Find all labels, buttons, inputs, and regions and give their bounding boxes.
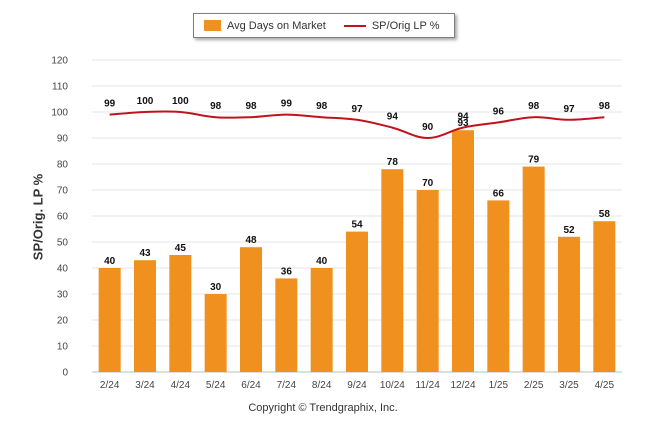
bar-value-label: 54 (351, 220, 363, 231)
bar[interactable] (98, 268, 121, 372)
x-tick-label: 10/24 (380, 380, 405, 391)
x-tick-label: 11/24 (416, 380, 441, 391)
legend-item-bars[interactable]: Avg Days on Market (204, 20, 326, 32)
x-tick-label: 5/24 (206, 380, 226, 391)
bar[interactable] (558, 236, 580, 372)
x-tick-label: 4/25 (595, 380, 615, 391)
chart-legend: Avg Days on Market SP/Orig LP % (193, 13, 455, 38)
bar-value-label: 78 (387, 157, 399, 168)
bar-data-labels: 40 43 45 30 48 36 40 54 78 70 93 66 79 52 58 (104, 118, 610, 293)
bar[interactable] (346, 231, 368, 372)
y-tick-label: 30 (57, 290, 69, 301)
line-series (109, 110, 605, 140)
x-tick-label: 2/24 (100, 380, 120, 391)
line-path[interactable] (109, 110, 605, 140)
bar-value-label: 40 (316, 256, 328, 267)
line-value-label: 90 (422, 122, 434, 133)
y-axis-ticks: 0 10 20 30 40 50 60 70 80 90 100 110 120 (51, 56, 68, 379)
bar[interactable] (381, 169, 404, 372)
line-value-label: 94 (387, 112, 399, 123)
y-tick-label: 120 (51, 56, 68, 67)
bar[interactable] (487, 200, 510, 372)
bar-series (98, 130, 616, 372)
line-value-label: 99 (281, 99, 293, 110)
bar[interactable] (416, 190, 439, 372)
x-tick-label: 6/24 (241, 380, 261, 391)
bar-value-label: 45 (175, 243, 187, 254)
y-tick-label: 50 (57, 238, 69, 249)
legend-line-swatch (343, 24, 366, 27)
bar-value-label: 43 (139, 248, 151, 259)
x-tick-label: 3/24 (135, 380, 155, 391)
line-value-label: 98 (245, 101, 257, 112)
legend-item-line[interactable]: SP/Orig LP % (343, 19, 440, 32)
legend-bar-label: Avg Days on Market (227, 19, 326, 32)
line-value-label: 99 (104, 99, 116, 110)
y-tick-label: 40 (57, 264, 69, 275)
bar[interactable] (310, 268, 333, 372)
line-value-label: 98 (210, 101, 222, 112)
line-data-labels: 99 100 100 98 98 99 98 97 94 90 94 96 98 97 98 (104, 96, 610, 133)
bar-value-label: 66 (493, 188, 505, 199)
bar-value-label: 48 (245, 235, 257, 246)
bar[interactable] (593, 221, 616, 372)
x-tick-label: 3/25 (559, 380, 579, 391)
copyright-text: Copyright © Trendgraphix, Inc. (248, 402, 398, 414)
bar[interactable] (452, 130, 474, 372)
bar-value-label: 30 (210, 282, 222, 293)
line-value-label: 97 (351, 104, 363, 115)
bar-value-label: 79 (528, 155, 540, 166)
line-value-label: 96 (493, 106, 505, 117)
y-tick-label: 20 (57, 316, 69, 327)
bar-value-label: 70 (422, 178, 434, 189)
bar-value-label: 93 (457, 118, 469, 129)
y-tick-label: 100 (51, 108, 68, 119)
x-tick-label: 1/25 (489, 380, 509, 391)
x-tick-label: 4/24 (171, 380, 191, 391)
bar[interactable] (134, 260, 156, 372)
x-tick-label: 7/24 (277, 380, 297, 391)
bar-value-label: 40 (104, 256, 116, 267)
bar-value-label: 58 (599, 209, 611, 220)
line-value-label: 98 (316, 101, 328, 112)
y-axis-title: SP/Orig. LP % (30, 173, 46, 261)
x-tick-label: 9/24 (347, 380, 367, 391)
bar[interactable] (240, 247, 262, 372)
bar-value-label: 52 (563, 225, 575, 236)
x-axis-ticks: 2/24 3/24 4/24 5/24 6/24 7/24 8/24 9/24 10/24 11/… (100, 380, 615, 391)
y-tick-label: 60 (57, 212, 69, 223)
line-value-label: 98 (599, 101, 611, 112)
line-value-label: 97 (563, 104, 575, 115)
y-tick-label: 90 (57, 134, 69, 145)
legend-line-label: SP/Orig LP % (371, 19, 440, 32)
x-tick-label: 12/24 (450, 380, 475, 391)
y-tick-label: 80 (57, 160, 69, 171)
y-tick-label: 70 (57, 186, 69, 197)
line-value-label: 100 (137, 96, 154, 107)
bar[interactable] (169, 255, 192, 372)
y-tick-label: 10 (57, 342, 69, 353)
bar-value-label: 36 (281, 266, 293, 277)
bar[interactable] (275, 278, 298, 372)
x-tick-label: 8/24 (312, 380, 332, 391)
line-value-label: 94 (457, 112, 469, 123)
line-value-label: 100 (172, 96, 189, 107)
y-tick-label: 110 (52, 82, 68, 93)
legend-bar-swatch (204, 20, 221, 31)
bar[interactable] (204, 294, 227, 372)
line-value-label: 98 (528, 101, 540, 112)
y-tick-label: 0 (62, 368, 68, 379)
x-tick-label: 2/25 (524, 380, 544, 391)
bar[interactable] (522, 166, 545, 372)
